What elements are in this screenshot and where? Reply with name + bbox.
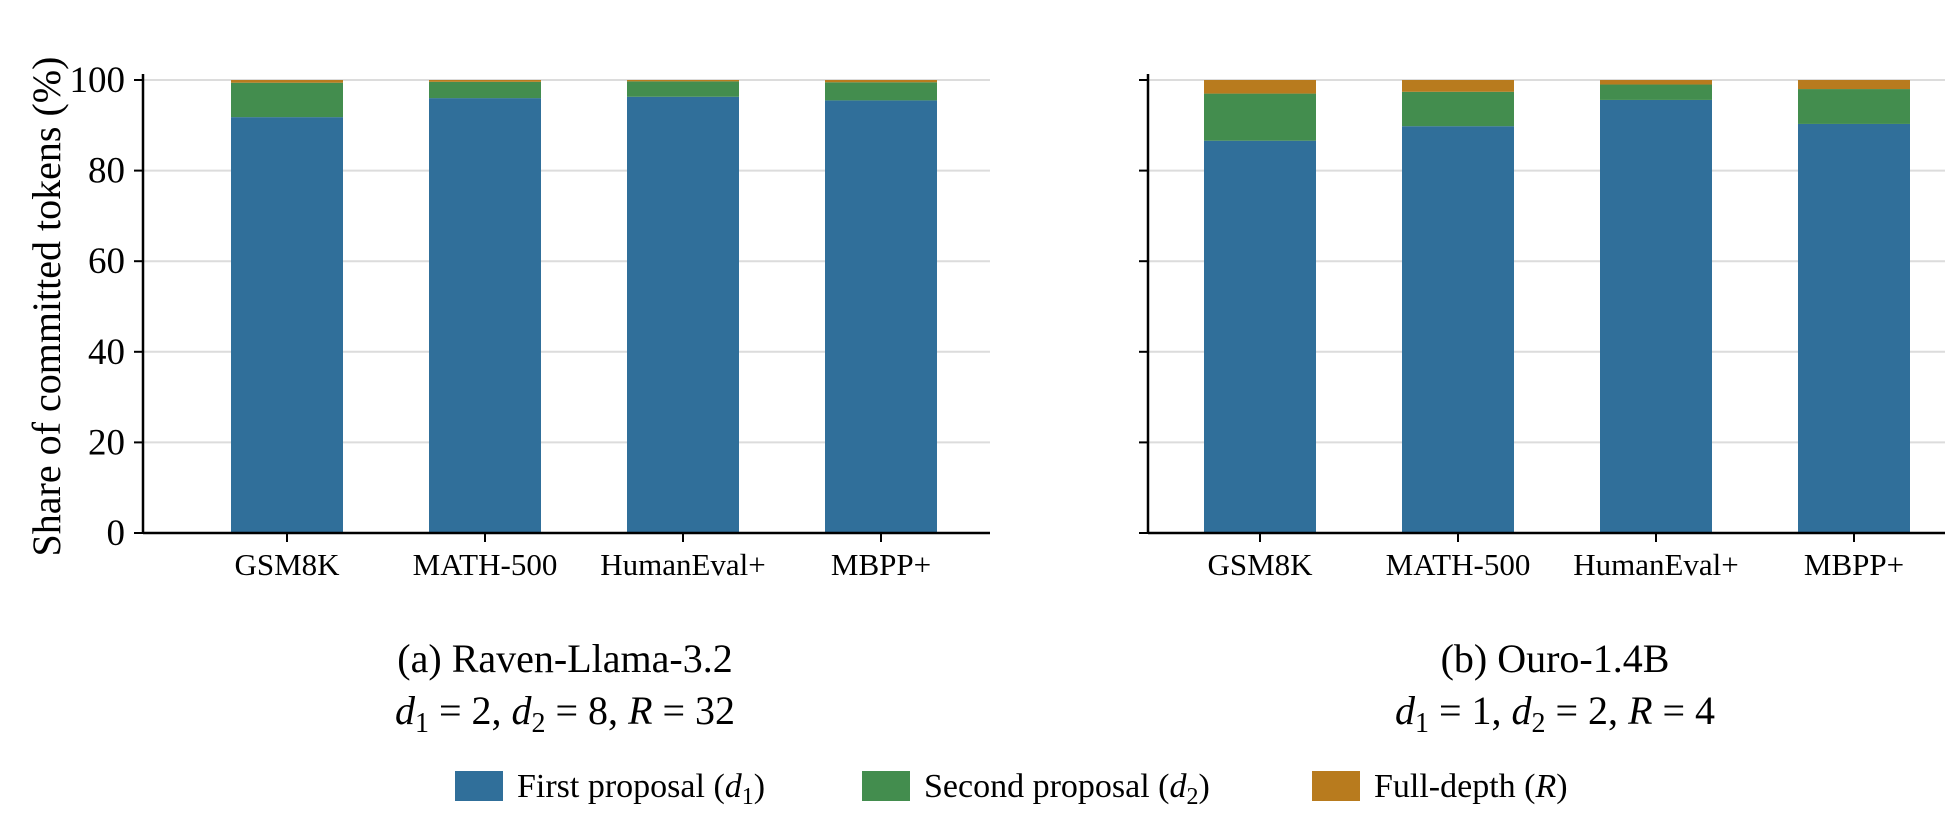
- legend-swatch: [455, 771, 503, 801]
- bar-mbpp-series-2: [825, 82, 937, 101]
- bar-gsm8k-series-3: [231, 80, 343, 83]
- bar-gsm8k-series-2: [1204, 93, 1316, 141]
- panel-subtitle: d1 = 1, d2 = 2, R = 4: [1395, 688, 1715, 739]
- legend-label: First proposal (d1): [517, 768, 765, 810]
- bar-math500-series-2: [1402, 91, 1514, 127]
- x-tick-label: MATH-500: [413, 547, 558, 582]
- x-tick-label: MBPP+: [1804, 547, 1904, 582]
- chart-panel-2: GSM8K MATH-500 HumanEval+ MBPP+ (b) Ouro-1.4…: [1139, 74, 1945, 739]
- x-tick-label: MBPP+: [831, 547, 931, 582]
- bar-math500-series-1: [429, 98, 541, 534]
- x-tick-label: GSM8K: [234, 547, 340, 582]
- legend-label: Full-depth (R): [1374, 768, 1568, 805]
- panel-subtitle: d1 = 2, d2 = 8, R = 32: [395, 688, 735, 739]
- bar-humaneval-series-2: [1600, 84, 1712, 100]
- bar-math500-series-3: [429, 80, 541, 82]
- y-tick-label: 60: [88, 241, 125, 282]
- x-tick-label: MATH-500: [1386, 547, 1531, 582]
- y-tick-label: 100: [70, 60, 126, 101]
- bar-math500-series-2: [429, 81, 541, 99]
- chart-panel-1: GSM8K MATH-500 HumanEval+ MBPP+ 0 20 40 60 80 100…: [24, 57, 990, 739]
- bar-humaneval-series-2: [627, 81, 739, 97]
- bar-gsm8k-series-3: [1204, 80, 1316, 94]
- bar-math500-series-1: [1402, 126, 1514, 534]
- legend-swatch: [862, 771, 910, 801]
- bar-humaneval-series-3: [627, 80, 739, 82]
- bar-humaneval-series-1: [1600, 99, 1712, 533]
- bar-gsm8k-series-1: [1204, 140, 1316, 533]
- x-tick-label: HumanEval+: [600, 547, 766, 582]
- bar-humaneval-series-3: [1600, 80, 1712, 85]
- y-tick-label: 20: [88, 422, 125, 463]
- x-tick-label: HumanEval+: [1573, 547, 1739, 582]
- bar-mbpp-series-1: [1798, 123, 1910, 533]
- bar-humaneval-series-1: [627, 96, 739, 534]
- bar-mbpp-series-3: [1798, 80, 1910, 90]
- x-tick-label: GSM8K: [1207, 547, 1313, 582]
- bar-gsm8k-series-1: [231, 117, 343, 534]
- panel-title: (b) Ouro-1.4B: [1441, 636, 1670, 681]
- y-tick-label: 40: [88, 332, 125, 373]
- bar-mbpp-series-3: [825, 80, 937, 83]
- bar-gsm8k-series-2: [231, 82, 343, 118]
- bar-mbpp-series-2: [1798, 89, 1910, 124]
- y-tick-label: 0: [107, 513, 126, 554]
- legend-swatch: [1312, 771, 1360, 801]
- y-axis-label: Share of committed tokens (%): [24, 57, 69, 557]
- legend-label: Second proposal (d2): [924, 768, 1210, 810]
- legend-item-2: Second proposal (d2): [862, 768, 1210, 810]
- legend-item-3: Full-depth (R): [1312, 768, 1568, 805]
- y-tick-label: 80: [88, 151, 125, 192]
- bar-math500-series-3: [1402, 80, 1514, 92]
- bar-mbpp-series-1: [825, 100, 937, 533]
- legend: First proposal (d1) Second proposal (d2) F…: [455, 768, 1568, 810]
- panel-title: (a) Raven-Llama-3.2: [397, 636, 732, 681]
- legend-item-1: First proposal (d1): [455, 768, 765, 810]
